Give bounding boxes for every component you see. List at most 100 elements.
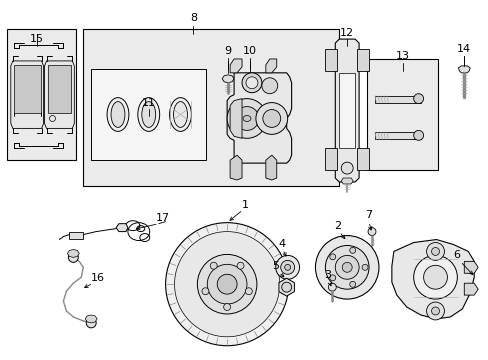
Polygon shape: [265, 59, 276, 73]
Circle shape: [242, 73, 262, 93]
Polygon shape: [230, 99, 242, 138]
Polygon shape: [116, 224, 128, 231]
Circle shape: [413, 94, 423, 104]
Polygon shape: [85, 315, 97, 323]
Circle shape: [68, 252, 78, 262]
Ellipse shape: [138, 98, 160, 131]
Text: 2: 2: [333, 221, 340, 231]
Circle shape: [223, 303, 230, 310]
Circle shape: [423, 265, 447, 289]
Circle shape: [367, 228, 375, 235]
Circle shape: [197, 255, 256, 314]
Circle shape: [202, 288, 208, 295]
Circle shape: [237, 262, 244, 269]
Bar: [356, 148, 368, 170]
Text: 17: 17: [155, 213, 169, 223]
Circle shape: [349, 281, 355, 287]
Circle shape: [281, 282, 291, 292]
Circle shape: [262, 78, 277, 94]
Text: 14: 14: [456, 44, 470, 54]
Circle shape: [325, 246, 368, 289]
Circle shape: [361, 264, 367, 270]
Bar: [91, 69, 206, 160]
Polygon shape: [222, 75, 234, 83]
Circle shape: [413, 255, 456, 299]
Text: 13: 13: [395, 51, 409, 61]
Polygon shape: [391, 239, 473, 319]
Text: 7: 7: [365, 210, 372, 220]
Text: 3: 3: [323, 270, 330, 280]
Text: 6: 6: [452, 251, 459, 260]
Circle shape: [329, 275, 335, 281]
Ellipse shape: [169, 98, 191, 131]
Circle shape: [315, 235, 378, 299]
Circle shape: [165, 223, 288, 346]
Text: 10: 10: [243, 46, 256, 56]
Text: 8: 8: [189, 13, 197, 23]
Polygon shape: [341, 178, 352, 184]
Polygon shape: [457, 66, 469, 73]
Text: 5: 5: [272, 261, 279, 271]
Circle shape: [217, 274, 237, 294]
Polygon shape: [244, 75, 255, 83]
Bar: [325, 49, 337, 71]
Text: 9: 9: [224, 46, 231, 56]
Circle shape: [245, 77, 257, 89]
Polygon shape: [230, 155, 242, 180]
Bar: [366, 59, 438, 170]
Circle shape: [341, 162, 352, 174]
Polygon shape: [226, 73, 291, 163]
Text: 12: 12: [340, 28, 353, 38]
Circle shape: [207, 264, 246, 304]
Bar: [339, 73, 354, 148]
Circle shape: [426, 243, 444, 260]
Circle shape: [329, 254, 335, 260]
Polygon shape: [14, 65, 41, 113]
Polygon shape: [11, 61, 43, 129]
Polygon shape: [463, 283, 477, 295]
Circle shape: [327, 283, 336, 291]
Polygon shape: [230, 59, 242, 73]
Polygon shape: [67, 249, 79, 257]
Bar: [356, 49, 368, 71]
Circle shape: [210, 262, 217, 269]
Circle shape: [49, 116, 55, 121]
Polygon shape: [265, 155, 276, 180]
Ellipse shape: [243, 116, 250, 121]
Circle shape: [431, 247, 439, 255]
Text: 1: 1: [241, 200, 248, 210]
Circle shape: [255, 103, 287, 134]
Ellipse shape: [173, 102, 187, 127]
Circle shape: [349, 247, 355, 253]
Circle shape: [342, 262, 351, 272]
Polygon shape: [44, 61, 74, 129]
Bar: [69, 231, 83, 239]
Circle shape: [280, 260, 294, 274]
Bar: [374, 132, 420, 139]
Circle shape: [431, 307, 439, 315]
Ellipse shape: [142, 102, 155, 127]
Text: 16: 16: [91, 273, 105, 283]
Text: 4: 4: [278, 239, 285, 248]
Ellipse shape: [107, 98, 129, 131]
Circle shape: [263, 109, 280, 127]
Circle shape: [413, 130, 423, 140]
Ellipse shape: [111, 102, 124, 127]
Circle shape: [245, 288, 252, 295]
Circle shape: [284, 264, 290, 270]
Bar: [83, 29, 339, 186]
Circle shape: [86, 318, 96, 328]
Bar: [325, 148, 337, 170]
Text: 15: 15: [30, 34, 43, 44]
Circle shape: [275, 255, 299, 279]
Circle shape: [226, 99, 266, 138]
Bar: [374, 96, 420, 103]
Polygon shape: [463, 261, 477, 273]
Polygon shape: [47, 65, 71, 113]
Text: 11: 11: [142, 98, 155, 108]
Circle shape: [426, 302, 444, 320]
Polygon shape: [278, 278, 294, 296]
Polygon shape: [335, 39, 358, 182]
Circle shape: [235, 107, 258, 130]
Circle shape: [335, 255, 358, 279]
